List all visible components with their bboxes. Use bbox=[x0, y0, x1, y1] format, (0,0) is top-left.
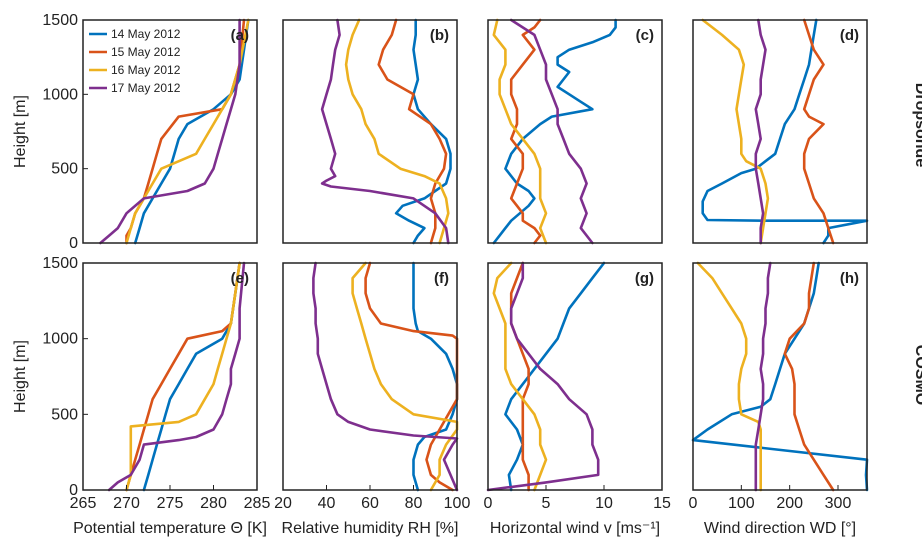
panel-label: (d) bbox=[840, 27, 859, 44]
series-line-16-may-2012 bbox=[351, 261, 459, 492]
panel-label: (g) bbox=[635, 270, 654, 287]
plot-frame bbox=[692, 262, 868, 491]
x-tick-label: 0 bbox=[689, 495, 698, 512]
y-tick-label: 0 bbox=[69, 482, 78, 499]
x-tick-label: 10 bbox=[595, 495, 613, 512]
panel-h: 0 100 200 300 Wind direction WD [°] (h) bbox=[689, 261, 869, 537]
series-line-17-may-2012 bbox=[320, 18, 450, 245]
x-tick-label: 300 bbox=[825, 495, 852, 512]
panel-label: (f) bbox=[434, 270, 449, 287]
row-label-dropsonde: Dropsonde bbox=[912, 83, 922, 168]
x-tick-label: 100 bbox=[728, 495, 755, 512]
panel-c: (c) bbox=[487, 18, 663, 245]
series-line-17-may-2012 bbox=[107, 261, 246, 492]
legend-entry: 16 May 2012 bbox=[111, 63, 181, 77]
y-tick-label: 0 bbox=[69, 235, 78, 252]
y-tick-label: 1500 bbox=[42, 12, 78, 29]
series-line-16-may-2012 bbox=[701, 18, 770, 245]
series-line-17-may-2012 bbox=[99, 18, 241, 245]
x-tick-label: 0 bbox=[484, 495, 493, 512]
legend: 14 May 2012 15 May 2012 16 May 2012 17 May … bbox=[89, 27, 181, 95]
series-line-15-may-2012 bbox=[509, 261, 530, 492]
x-axis-label: Wind direction WD [°] bbox=[704, 520, 856, 537]
x-tick-label: 80 bbox=[405, 495, 423, 512]
panel-f: 20 40 60 80 100 Relative humidity RH [%] (f) bbox=[274, 261, 471, 537]
x-tick-label: 285 bbox=[244, 495, 271, 512]
x-tick-label: 20 bbox=[274, 495, 292, 512]
x-tick-label: 270 bbox=[113, 495, 140, 512]
series-line-17-may-2012 bbox=[486, 261, 600, 492]
panel-e: 0 500 1000 1500 265 270 275 280 285 Height [m] Pot… bbox=[12, 255, 270, 537]
y-tick-label: 500 bbox=[51, 161, 78, 178]
panel-d: (d) bbox=[692, 18, 869, 245]
x-tick-label: 265 bbox=[70, 495, 97, 512]
x-tick-label: 200 bbox=[776, 495, 803, 512]
series-line-15-may-2012 bbox=[783, 261, 835, 492]
series-line-15-may-2012 bbox=[802, 18, 835, 245]
plot-frame bbox=[82, 19, 258, 244]
series-line-14-may-2012 bbox=[504, 261, 606, 492]
x-tick-label: 275 bbox=[157, 495, 184, 512]
series-line-14-may-2012 bbox=[492, 18, 617, 245]
x-axis-label: Relative humidity RH [%] bbox=[282, 520, 459, 537]
series-line-14-may-2012 bbox=[142, 261, 241, 492]
x-tick-label: 100 bbox=[444, 495, 471, 512]
series-line-14-may-2012 bbox=[701, 18, 869, 245]
legend-entry: 17 May 2012 bbox=[111, 81, 181, 95]
series-line-14-may-2012 bbox=[412, 261, 459, 492]
y-tick-label: 1000 bbox=[42, 331, 78, 348]
series-line-16-may-2012 bbox=[125, 261, 241, 492]
plot-frame bbox=[282, 262, 458, 491]
x-tick-label: 5 bbox=[542, 495, 551, 512]
series-line-17-may-2012 bbox=[509, 18, 594, 245]
panel-g: 0 5 10 15 Horizontal wind v [ms⁻¹] (g) bbox=[484, 261, 671, 537]
series-line-16-may-2012 bbox=[125, 18, 250, 245]
panel-label: (e) bbox=[231, 270, 249, 287]
x-tick-label: 15 bbox=[653, 495, 671, 512]
y-tick-label: 1000 bbox=[42, 86, 78, 103]
panel-label: (h) bbox=[840, 270, 859, 287]
x-tick-label: 280 bbox=[200, 495, 227, 512]
series-line-14-may-2012 bbox=[691, 261, 869, 492]
series-line-16-may-2012 bbox=[492, 18, 548, 245]
plot-frame bbox=[282, 19, 458, 244]
x-tick-label: 40 bbox=[318, 495, 336, 512]
series-line-17-may-2012 bbox=[754, 18, 767, 245]
series-line-15-may-2012 bbox=[364, 261, 459, 492]
series-line-17-may-2012 bbox=[312, 261, 459, 492]
panel-label: (a) bbox=[231, 27, 249, 44]
legend-entry: 15 May 2012 bbox=[111, 45, 181, 59]
x-tick-label: 60 bbox=[361, 495, 379, 512]
panel-label: (b) bbox=[430, 27, 449, 44]
x-axis-label: Potential temperature Θ [K] bbox=[73, 520, 267, 537]
y-axis-label: Height [m] bbox=[12, 95, 29, 168]
panel-a: 0 500 1000 1500 Height [m] (a) 14 May 2012 15 M… bbox=[12, 12, 258, 252]
y-axis-label: Height [m] bbox=[12, 340, 29, 413]
series-line-17-may-2012 bbox=[754, 261, 772, 492]
x-axis-label: Horizontal wind v [ms⁻¹] bbox=[490, 520, 660, 537]
series-line-16-may-2012 bbox=[344, 18, 450, 245]
y-tick-label: 500 bbox=[51, 406, 78, 423]
legend-entry: 14 May 2012 bbox=[111, 27, 181, 41]
series-line-15-may-2012 bbox=[509, 18, 542, 245]
series-line-14-may-2012 bbox=[394, 18, 452, 245]
series-line-15-may-2012 bbox=[125, 261, 241, 492]
plot-frame bbox=[487, 19, 663, 244]
plot-frame bbox=[692, 19, 868, 244]
plot-frame bbox=[487, 262, 663, 491]
series-line-15-may-2012 bbox=[377, 18, 448, 245]
panel-label: (c) bbox=[636, 27, 654, 44]
series-line-16-may-2012 bbox=[696, 261, 762, 492]
y-tick-label: 1500 bbox=[42, 255, 78, 272]
series-line-16-may-2012 bbox=[492, 261, 548, 492]
panel-b: (b) bbox=[282, 18, 458, 245]
row-label-cosmo: COSMO bbox=[912, 345, 922, 405]
